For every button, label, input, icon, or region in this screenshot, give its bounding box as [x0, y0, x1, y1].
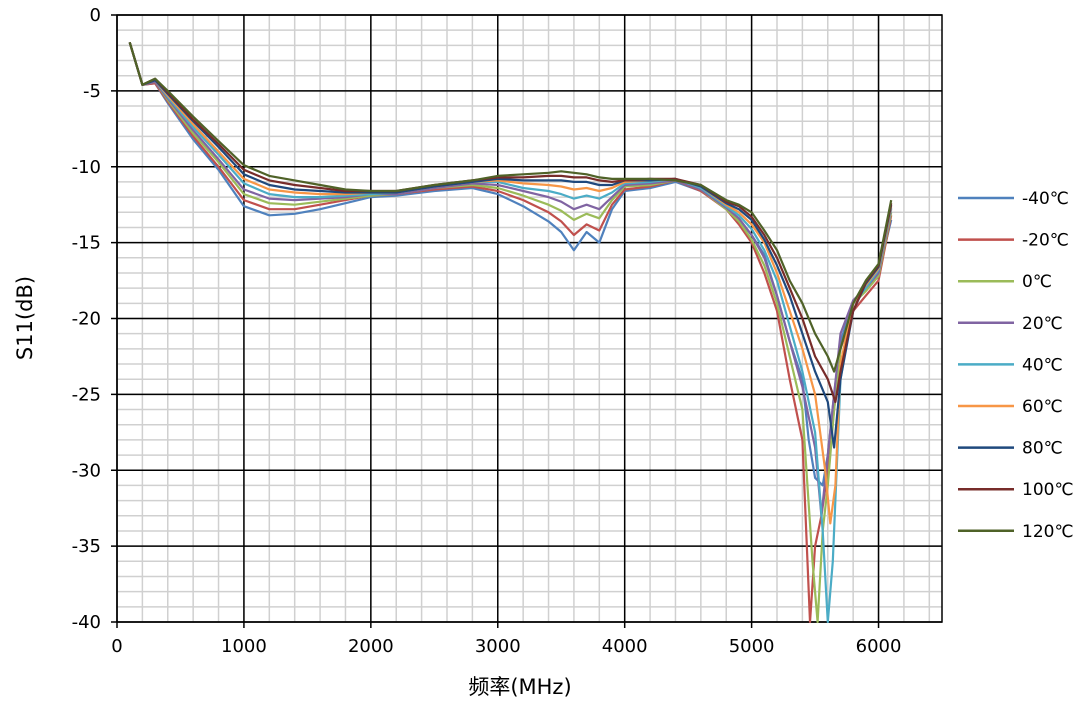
legend-label: 120℃	[1022, 522, 1074, 542]
series-line	[128, 41, 893, 373]
y-tick-label: -15	[72, 233, 101, 254]
series-line	[128, 41, 893, 525]
series-line	[128, 41, 893, 624]
x-tick-label: 3000	[475, 636, 521, 657]
x-tick-label: 2000	[348, 636, 394, 657]
legend: -40℃ -20℃ 0℃ 20℃ 40℃ 60℃ 80℃ 100℃ 120℃	[958, 189, 1074, 542]
y-tick-label: -35	[72, 536, 101, 557]
y-axis-tick-labels: 0 -5 -10 -15 -20 -25 -30 -35 -40	[72, 5, 101, 633]
legend-label: 20℃	[1022, 314, 1063, 334]
legend-label: -40℃	[1022, 189, 1069, 209]
legend-label: 40℃	[1022, 355, 1063, 375]
x-tick-label: 6000	[856, 636, 902, 657]
legend-label: 100℃	[1022, 480, 1074, 500]
plot-area-frame	[116, 14, 943, 623]
series-line	[128, 41, 893, 449]
x-tick-label: 0	[111, 636, 122, 657]
x-tick-label: 5000	[729, 636, 775, 657]
legend-label: 60℃	[1022, 397, 1063, 417]
series-lines	[128, 41, 893, 624]
y-tick-label: -20	[72, 309, 101, 330]
y-tick-label: -40	[72, 612, 101, 633]
series-line	[128, 41, 893, 404]
y-tick-label: 0	[90, 5, 101, 26]
legend-label: 80℃	[1022, 439, 1063, 459]
y-tick-label: -25	[72, 384, 101, 405]
x-axis-title: 频率(MHz)	[468, 675, 571, 699]
series-line	[128, 41, 893, 624]
legend-label: -20℃	[1022, 231, 1069, 251]
x-tick-label: 4000	[602, 636, 648, 657]
y-axis-title: S11(dB)	[13, 276, 37, 360]
x-axis-tick-labels: 0 1000 2000 3000 4000 5000 6000	[111, 636, 901, 657]
y-tick-label: -10	[72, 157, 101, 178]
series-line	[128, 41, 893, 624]
x-tick-label: 1000	[221, 636, 267, 657]
legend-label: 0℃	[1022, 272, 1052, 292]
y-tick-label: -5	[83, 81, 101, 102]
series-line	[128, 41, 893, 487]
y-tick-label: -30	[72, 460, 101, 481]
